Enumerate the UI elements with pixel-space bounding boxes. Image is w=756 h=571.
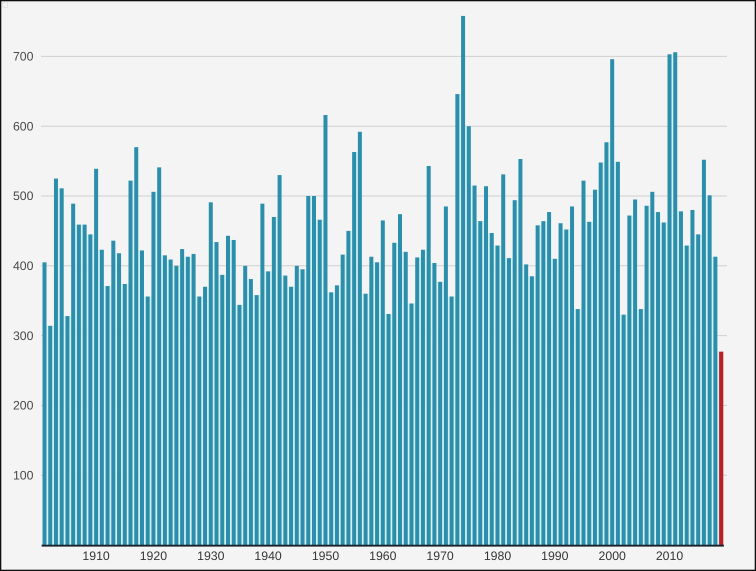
svg-text:300: 300 (13, 329, 34, 343)
svg-text:1930: 1930 (197, 549, 225, 563)
svg-text:700: 700 (13, 50, 34, 64)
svg-text:1910: 1910 (82, 549, 110, 563)
svg-text:1920: 1920 (140, 549, 168, 563)
svg-text:1970: 1970 (426, 549, 454, 563)
svg-text:200: 200 (13, 399, 34, 413)
svg-text:400: 400 (13, 259, 34, 273)
svg-text:600: 600 (13, 119, 34, 133)
svg-text:2000: 2000 (599, 549, 627, 563)
svg-text:500: 500 (13, 189, 34, 203)
svg-text:1990: 1990 (541, 549, 569, 563)
svg-text:2010: 2010 (656, 549, 684, 563)
svg-text:1940: 1940 (254, 549, 282, 563)
svg-text:1980: 1980 (484, 549, 512, 563)
svg-text:1950: 1950 (312, 549, 340, 563)
svg-text:1960: 1960 (369, 549, 397, 563)
svg-text:100: 100 (13, 468, 34, 482)
